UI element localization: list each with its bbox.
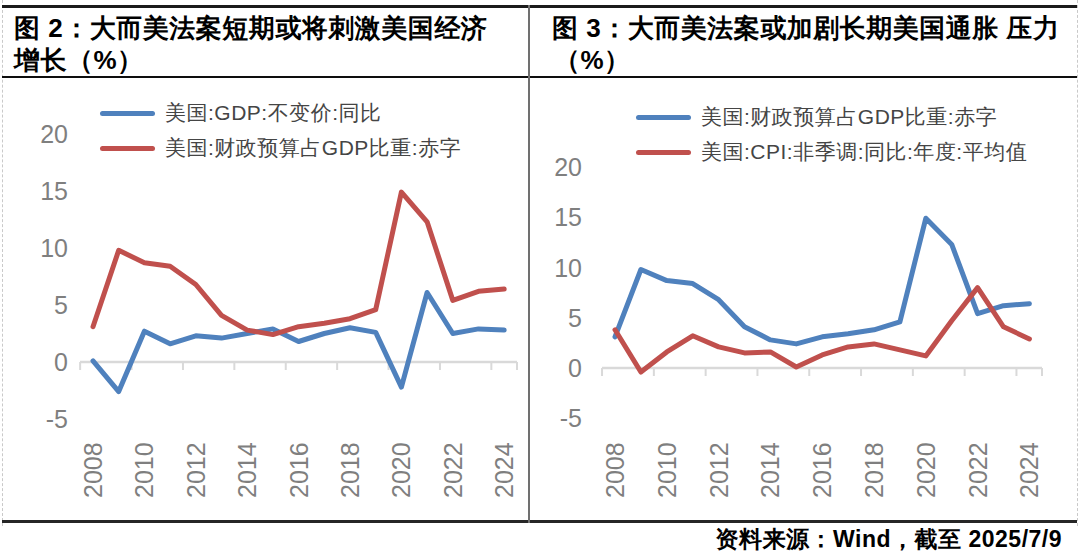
y-tick-label: 15 — [40, 177, 68, 205]
chart-title-left: 图 2：大而美法案短期或将刺激美国经济 增长（%） — [14, 12, 519, 76]
x-tick-label: 2012 — [182, 442, 210, 498]
x-tick-label: 2020 — [387, 442, 415, 498]
source-note: 资料来源：Wind，截至 2025/7/9 — [716, 524, 1062, 554]
x-tick-label: 2024 — [1015, 442, 1043, 498]
x-tick-label: 2022 — [964, 442, 992, 498]
chart-panel-deficit-cpi: 20 15 10 5 0 -5 2008 2010 2012 2014 2016 2018 2020 20… — [530, 78, 1078, 521]
y-tick-label: 15 — [554, 203, 582, 231]
legend-item: 美国:CPI:非季调:同比:年度:平均值 — [636, 141, 1027, 163]
chart-title-right: 图 3：大而美法案或加剧长期美国通胀 压力 （%） — [552, 12, 1067, 76]
y-tick-label: 10 — [554, 254, 582, 282]
x-tick-label: 2016 — [808, 442, 836, 498]
legend-swatch — [636, 115, 691, 120]
frame-border-top — [2, 5, 1077, 8]
legend-item: 美国:财政预算占GDP比重:赤字 — [636, 106, 1027, 128]
legend-swatch — [636, 150, 691, 155]
report-figure: 图 2：大而美法案短期或将刺激美国经济 增长（%） 图 3：大而美法案或加剧长期… — [0, 0, 1080, 554]
chart-title-left-line2: 增长（%） — [14, 44, 519, 76]
chart-title-right-line2: （%） — [552, 44, 1067, 76]
legend-left: 美国:GDP:不变价:同比美国:财政预算占GDP比重:赤字 — [100, 102, 461, 159]
chart-title-left-line1: 图 2：大而美法案短期或将刺激美国经济 — [14, 12, 519, 44]
y-tick-label: -5 — [46, 405, 68, 433]
chart-panel-gdp-deficit: 20 15 10 5 0 -5 2008 2010 2012 2014 2016 2018 2020 20… — [0, 78, 528, 521]
legend-label: 美国:财政预算占GDP比重:赤字 — [701, 103, 997, 131]
x-tick-label: 2024 — [490, 442, 518, 498]
y-tick-label: 5 — [54, 291, 68, 319]
x-tick-label: 2008 — [601, 442, 629, 498]
legend-right: 美国:财政预算占GDP比重:赤字美国:CPI:非季调:同比:年度:平均值 — [636, 106, 1027, 163]
legend-label: 美国:GDP:不变价:同比 — [165, 99, 382, 127]
y-tick-label: 20 — [40, 120, 68, 148]
x-tick-label: 2012 — [705, 442, 733, 498]
y-tick-label: 5 — [568, 304, 582, 332]
data-series-line — [615, 288, 1029, 372]
x-tick-label: 2018 — [336, 442, 364, 498]
x-tick-label: 2014 — [233, 442, 261, 498]
y-tick-label: 20 — [554, 153, 582, 181]
x-tick-label: 2008 — [79, 442, 107, 498]
x-tick-label: 2010 — [653, 442, 681, 498]
y-tick-label: 0 — [568, 354, 582, 382]
y-tick-label: 0 — [54, 348, 68, 376]
y-tick-label: 10 — [40, 234, 68, 262]
data-series-line — [615, 218, 1029, 344]
legend-swatch — [100, 146, 155, 151]
x-tick-label: 2014 — [756, 442, 784, 498]
legend-swatch — [100, 111, 155, 116]
legend-item: 美国:财政预算占GDP比重:赤字 — [100, 137, 461, 159]
chart-title-right-line1: 图 3：大而美法案或加剧长期美国通胀 压力 — [552, 12, 1067, 44]
x-tick-label: 2016 — [285, 442, 313, 498]
x-tick-label: 2022 — [439, 442, 467, 498]
x-tick-label: 2018 — [860, 442, 888, 498]
legend-label: 美国:财政预算占GDP比重:赤字 — [165, 134, 461, 162]
legend-item: 美国:GDP:不变价:同比 — [100, 102, 461, 124]
x-tick-label: 2010 — [130, 442, 158, 498]
legend-label: 美国:CPI:非季调:同比:年度:平均值 — [701, 138, 1027, 166]
data-series-line — [93, 293, 504, 392]
x-tick-label: 2020 — [912, 442, 940, 498]
y-tick-label: -5 — [560, 404, 582, 432]
